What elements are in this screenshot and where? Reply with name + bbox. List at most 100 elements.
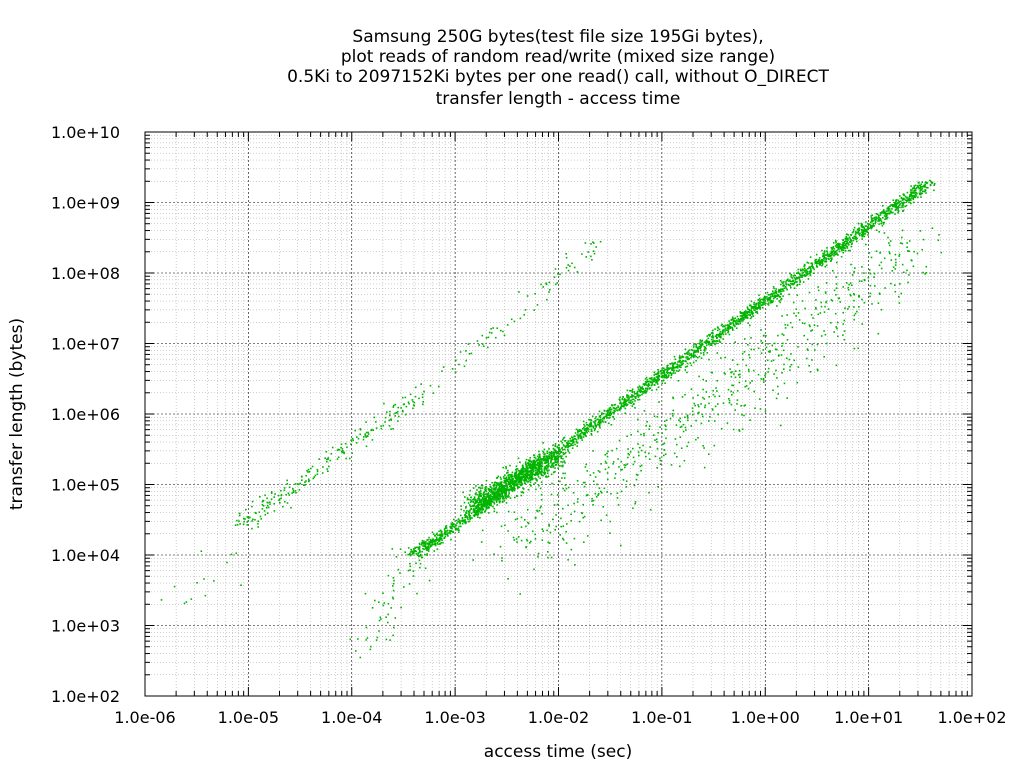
data-point [532,473,535,476]
data-point [663,454,665,457]
data-point [617,405,619,407]
data-point [855,237,857,239]
data-point [693,355,695,357]
data-point [703,353,705,356]
data-point [680,425,683,428]
data-point [609,411,612,414]
data-point [637,443,639,445]
data-point [718,335,721,338]
data-point [890,259,893,261]
data-point [902,210,904,212]
data-point [544,453,546,455]
data-point [607,478,609,481]
data-point [519,593,521,595]
data-point [487,336,490,339]
data-point [598,487,601,489]
data-point [807,349,809,351]
data-point [880,219,882,221]
data-point [564,452,566,455]
data-point [781,290,783,293]
data-point [608,409,611,411]
data-point [746,315,748,318]
data-point [724,327,727,329]
data-point [541,474,543,477]
data-point [649,446,651,448]
data-point [600,463,602,465]
data-point [242,523,245,525]
data-point [544,472,547,474]
data-point [392,597,395,600]
data-point [545,461,547,463]
data-point [513,474,516,477]
data-point [524,471,526,473]
data-point [912,192,915,194]
data-point [523,314,525,316]
data-point [673,452,676,455]
data-point [678,369,681,371]
data-point [645,390,648,393]
data-point [695,438,697,441]
chart-title: Samsung 250G bytes(test file size 195Gi … [287,27,829,109]
data-point [550,456,553,459]
data-point [427,546,430,549]
data-point [541,469,543,471]
data-point [650,379,653,381]
data-point [841,244,843,246]
data-point [756,312,759,315]
data-point [544,465,546,468]
data-point [716,390,718,392]
data-point [280,494,283,497]
data-point [582,433,585,436]
data-point [708,420,710,422]
data-point [486,505,488,508]
data-point [298,483,300,486]
data-point [583,485,586,488]
data-point [464,514,466,517]
data-point [514,471,517,474]
data-point [908,240,911,242]
data-point [544,458,546,461]
data-point [865,225,868,227]
data-point [855,238,857,241]
data-point [570,513,572,516]
data-point [465,521,467,524]
data-point [584,425,586,427]
data-point [665,371,668,374]
data-point [278,499,280,501]
data-point [620,544,622,547]
data-point [562,437,565,439]
data-point [824,251,826,253]
data-point [820,260,823,263]
data-point [475,511,478,513]
data-point [529,484,532,486]
data-point [399,572,401,574]
data-point [300,475,303,478]
data-point [313,476,315,478]
data-point [537,459,539,461]
data-point [711,331,714,334]
data-point [773,342,776,345]
data-point [755,302,758,305]
data-point [776,305,778,307]
data-point [625,404,627,407]
data-point [538,509,541,512]
data-point [586,431,588,434]
data-point [822,252,824,255]
data-point [700,340,703,343]
data-point [875,216,877,218]
data-point [525,479,527,481]
data-point [555,450,557,452]
data-point [520,484,522,487]
data-point [708,453,710,455]
data-point [780,283,782,286]
data-point [870,215,872,217]
data-point [505,488,507,490]
data-point [530,540,532,543]
data-point [473,499,476,501]
data-point [472,487,475,489]
data-point [557,494,559,496]
data-point [483,493,486,496]
data-point [719,341,722,343]
data-point [563,460,566,462]
data-point [651,383,653,386]
